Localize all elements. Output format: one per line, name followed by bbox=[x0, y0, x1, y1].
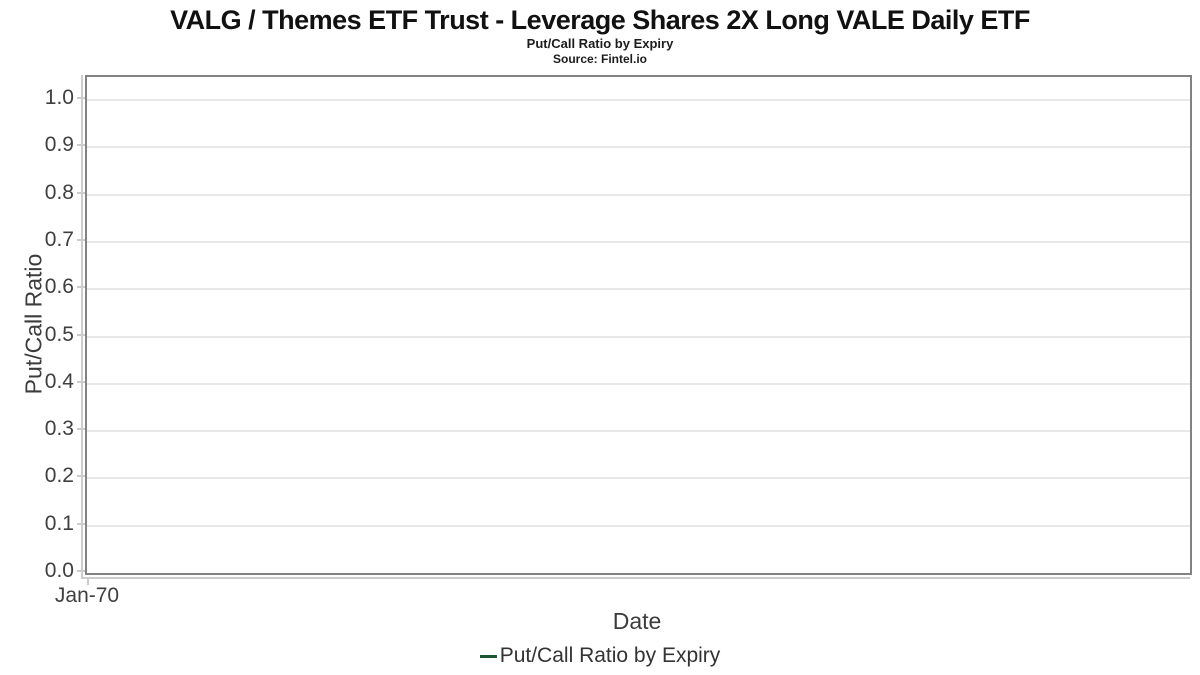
y-tick-label: 0.4 bbox=[44, 369, 74, 393]
y-tick-mark bbox=[77, 428, 85, 431]
x-axis-title: Date bbox=[612, 608, 662, 634]
y-tick-label: 0.6 bbox=[44, 275, 74, 299]
y-gridline bbox=[87, 193, 1190, 196]
chart-subtitle: Put/Call Ratio by Expiry bbox=[526, 36, 674, 51]
y-gridline bbox=[87, 382, 1190, 385]
chart-source: Source: Fintel.io bbox=[552, 52, 647, 66]
x-axis-line bbox=[81, 577, 1190, 579]
y-gridline bbox=[87, 99, 1190, 101]
y-gridline bbox=[87, 335, 1190, 338]
y-tick-mark bbox=[77, 238, 85, 241]
legend[interactable]: Put/Call Ratio by Expiry bbox=[0, 644, 1200, 668]
y-tick-mark bbox=[77, 144, 85, 147]
y-tick-mark bbox=[77, 475, 85, 478]
y-tick-label: 0.1 bbox=[44, 511, 74, 535]
legend-line-marker bbox=[479, 654, 497, 658]
y-tick-mark bbox=[77, 570, 85, 572]
y-tick-mark bbox=[77, 333, 85, 336]
y-tick-label: 0.3 bbox=[44, 417, 74, 441]
y-tick-mark bbox=[77, 380, 85, 383]
y-tick-label: 0.5 bbox=[44, 322, 74, 346]
legend-label[interactable]: Put/Call Ratio by Expiry bbox=[499, 644, 721, 667]
y-axis-title: Put/Call Ratio bbox=[20, 253, 47, 395]
y-tick-label: 0.9 bbox=[44, 133, 74, 157]
y-gridline bbox=[87, 146, 1190, 149]
y-tick-label: 0.2 bbox=[44, 464, 74, 488]
y-axis-line bbox=[81, 75, 83, 579]
y-tick-mark bbox=[77, 97, 85, 99]
y-tick-label: 0.7 bbox=[44, 227, 74, 251]
y-tick-label: 1.0 bbox=[44, 86, 74, 109]
y-gridline bbox=[87, 288, 1190, 291]
y-gridline bbox=[87, 240, 1190, 243]
x-tick-label: Jan-70 bbox=[54, 584, 120, 607]
y-gridline bbox=[87, 477, 1190, 480]
y-tick-mark bbox=[77, 286, 85, 289]
chart-title: VALG / Themes ETF Trust - Leverage Share… bbox=[170, 5, 1030, 35]
x-tick-mark bbox=[87, 577, 89, 585]
y-tick-mark bbox=[77, 191, 85, 194]
y-gridline bbox=[87, 524, 1190, 527]
y-tick-mark bbox=[77, 522, 85, 525]
y-gridline bbox=[87, 430, 1190, 433]
y-tick-label: 0.0 bbox=[44, 559, 74, 582]
plot-area bbox=[85, 75, 1192, 575]
y-tick-label: 0.8 bbox=[44, 180, 74, 204]
